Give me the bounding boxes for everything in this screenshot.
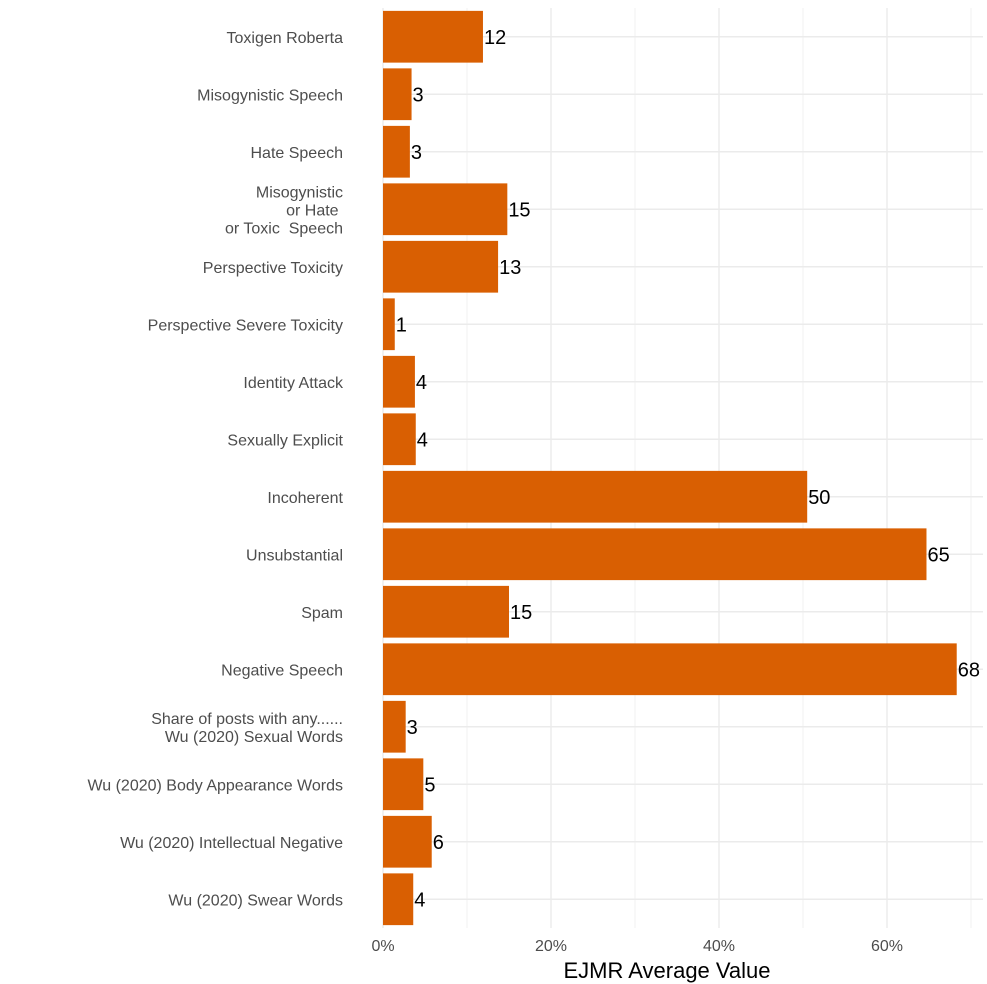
data-label: 15 bbox=[508, 199, 530, 221]
bars bbox=[383, 10, 957, 926]
data-labels: 12 3 3 15 13 1 4 4 50 65 15 68 3 5 6 4 bbox=[396, 27, 980, 912]
category-label-line: Spam bbox=[301, 605, 343, 622]
bar bbox=[383, 700, 406, 753]
category-label: Incoherent bbox=[267, 490, 343, 507]
data-label: 13 bbox=[499, 257, 521, 279]
data-label: 1 bbox=[396, 314, 407, 336]
data-label: 15 bbox=[510, 602, 532, 624]
data-label: 68 bbox=[958, 659, 980, 681]
x-tick-label: 40% bbox=[703, 938, 735, 955]
bar bbox=[383, 125, 410, 178]
data-label: 4 bbox=[414, 889, 425, 911]
category-label: Wu (2020) Swear Words bbox=[168, 892, 343, 909]
bar bbox=[383, 815, 432, 868]
category-label: Spam bbox=[301, 605, 343, 622]
bar bbox=[383, 528, 927, 581]
category-label-line: Wu (2020) Intellectual Negative bbox=[120, 835, 343, 852]
data-label: 6 bbox=[433, 832, 444, 854]
category-label-line: Wu (2020) Swear Words bbox=[168, 892, 343, 909]
category-label: Unsubstantial bbox=[246, 547, 343, 564]
category-label: Perspective Toxicity bbox=[203, 260, 343, 277]
category-label-line: Wu (2020) Sexual Words bbox=[165, 729, 343, 746]
category-label: Wu (2020) Intellectual Negative bbox=[120, 835, 343, 852]
data-label: 3 bbox=[411, 142, 422, 164]
bar bbox=[383, 298, 395, 351]
bar bbox=[383, 413, 416, 466]
category-label-line: Hate Speech bbox=[250, 145, 343, 162]
category-label-line: Toxigen Roberta bbox=[226, 30, 343, 47]
x-tick-labels: 0% 20% 40% 60% bbox=[371, 938, 903, 955]
bar bbox=[383, 585, 509, 638]
x-tick-label: 20% bbox=[535, 938, 567, 955]
category-label: Wu (2020) Body Appearance Words bbox=[87, 777, 343, 794]
bar bbox=[383, 355, 415, 408]
data-label: 65 bbox=[927, 544, 949, 566]
x-tick-label: 0% bbox=[371, 938, 394, 955]
category-label-line: Misogynistic bbox=[256, 184, 343, 201]
x-tick-label: 60% bbox=[871, 938, 903, 955]
category-label-line: Unsubstantial bbox=[246, 547, 343, 564]
category-label: Misogynistic Speech bbox=[197, 87, 343, 104]
data-label: 12 bbox=[484, 27, 506, 49]
data-label: 4 bbox=[416, 372, 427, 394]
bar bbox=[383, 470, 808, 523]
data-label: 3 bbox=[407, 717, 418, 739]
bar bbox=[383, 873, 414, 926]
bar bbox=[383, 183, 508, 236]
bar bbox=[383, 68, 412, 121]
x-axis-title: EJMR Average Value bbox=[563, 958, 770, 983]
data-label: 3 bbox=[413, 84, 424, 106]
data-label: 50 bbox=[808, 487, 830, 509]
category-label-line: Perspective Severe Toxicity bbox=[148, 317, 343, 334]
category-labels: Toxigen Roberta Misogynistic Speech Hate S… bbox=[87, 30, 344, 910]
category-label: Negative Speech bbox=[221, 662, 343, 679]
gridlines bbox=[382, 8, 983, 928]
data-label: 5 bbox=[424, 774, 435, 796]
data-label: 4 bbox=[417, 429, 428, 451]
category-label: Misogynistic or Hate or Toxic Speech bbox=[225, 184, 343, 237]
bar bbox=[383, 240, 499, 293]
category-label: Identity Attack bbox=[243, 375, 344, 392]
category-label-line: or Toxic Speech bbox=[225, 220, 343, 237]
category-label-line: Incoherent bbox=[267, 490, 343, 507]
bar bbox=[383, 643, 957, 696]
bar bbox=[383, 758, 424, 811]
category-label: Share of posts with any...... Wu (2020) S… bbox=[151, 711, 343, 746]
category-label-line: Negative Speech bbox=[221, 662, 343, 679]
category-label: Perspective Severe Toxicity bbox=[148, 317, 343, 334]
bar bbox=[383, 10, 483, 63]
category-label-line: Wu (2020) Body Appearance Words bbox=[87, 777, 343, 794]
category-label-line: Share of posts with any...... bbox=[151, 711, 343, 728]
category-label-line: or Hate bbox=[282, 202, 343, 219]
category-label: Toxigen Roberta bbox=[226, 30, 343, 47]
category-label: Hate Speech bbox=[250, 145, 343, 162]
category-label-line: Perspective Toxicity bbox=[203, 260, 343, 277]
category-label-line: Identity Attack bbox=[243, 375, 344, 392]
category-label-line: Misogynistic Speech bbox=[197, 87, 343, 104]
category-label: Sexually Explicit bbox=[227, 432, 343, 449]
category-label-line: Sexually Explicit bbox=[227, 432, 343, 449]
